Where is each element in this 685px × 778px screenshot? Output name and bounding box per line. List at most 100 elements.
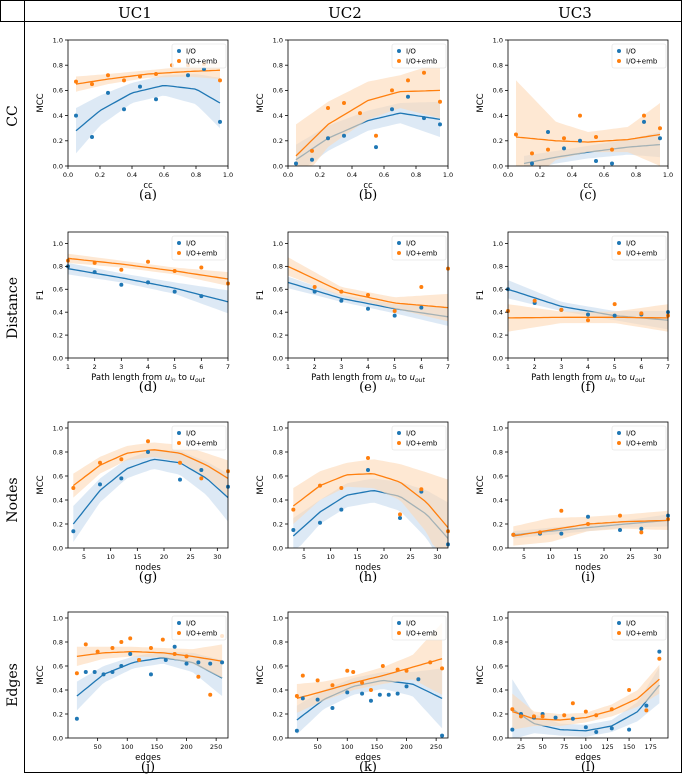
data-point-emb bbox=[160, 637, 165, 642]
data-point-io bbox=[644, 703, 649, 708]
data-point-io bbox=[398, 516, 402, 520]
data-point-emb bbox=[92, 260, 97, 265]
x-tick-label: 20 bbox=[600, 553, 608, 561]
data-point-emb bbox=[110, 646, 115, 650]
data-point-io bbox=[178, 477, 182, 482]
data-point-io bbox=[199, 468, 204, 472]
data-point-emb bbox=[74, 671, 79, 676]
confidence-band-io bbox=[296, 101, 440, 166]
data-point-io bbox=[377, 692, 382, 697]
y-tick-label: 0.4 bbox=[493, 686, 503, 694]
legend-label-io: I/O bbox=[406, 48, 416, 56]
data-point-io bbox=[148, 672, 153, 677]
legend-label-emb: I/O+emb bbox=[626, 630, 658, 638]
data-point-emb bbox=[351, 670, 356, 674]
confidence-band-emb bbox=[513, 510, 668, 546]
x-tick-label: 0.8 bbox=[191, 171, 201, 179]
data-point-emb bbox=[538, 530, 542, 535]
y-tick-label: 0.2 bbox=[273, 710, 283, 718]
legend-marker-emb bbox=[177, 441, 181, 445]
data-point-emb bbox=[119, 640, 124, 644]
data-point-io bbox=[594, 158, 598, 163]
y-tick-label: 0.8 bbox=[273, 62, 283, 70]
y-tick-label: 0.8 bbox=[53, 62, 63, 70]
data-point-io bbox=[374, 145, 378, 150]
y-tick-label: 1.0 bbox=[493, 424, 503, 432]
x-tick-label: 0.4 bbox=[567, 171, 577, 179]
data-point-io bbox=[220, 660, 225, 665]
data-point-emb bbox=[511, 532, 516, 537]
data-point-emb bbox=[90, 82, 94, 87]
data-point-io bbox=[339, 507, 344, 512]
y-tick-label: 0.8 bbox=[53, 263, 63, 271]
legend-label-emb: I/O+emb bbox=[626, 250, 658, 258]
x-tick-label: 5 bbox=[302, 553, 306, 561]
fit-line-io bbox=[75, 84, 221, 132]
y-tick-label: 0.2 bbox=[53, 520, 63, 528]
data-point-emb bbox=[119, 457, 124, 462]
data-point-emb bbox=[122, 78, 126, 83]
legend-marker-emb bbox=[177, 631, 181, 635]
data-point-io bbox=[138, 84, 142, 89]
data-point-emb bbox=[368, 688, 373, 692]
data-point-io bbox=[416, 677, 421, 682]
x-tick-label: 150 bbox=[623, 743, 635, 751]
data-point-emb bbox=[419, 284, 424, 289]
caption-b: (b) bbox=[358, 188, 378, 203]
confidence-band-io bbox=[73, 449, 228, 542]
data-point-io bbox=[128, 652, 133, 656]
y-axis-label: MCC bbox=[256, 93, 266, 112]
data-point-emb bbox=[199, 476, 204, 481]
data-point-emb bbox=[586, 318, 590, 323]
fit-line-io bbox=[72, 458, 228, 525]
data-point-emb bbox=[300, 673, 305, 678]
data-point-io bbox=[404, 684, 409, 689]
row-header-cc: CC bbox=[0, 22, 26, 210]
x-tick-label: 75 bbox=[560, 743, 568, 751]
data-point-emb bbox=[406, 78, 410, 83]
data-point-emb bbox=[518, 714, 523, 719]
plot-frame bbox=[287, 39, 449, 167]
x-tick-label: 10 bbox=[547, 553, 555, 561]
chart-g: 5 10 15 20 25 30 0.0 0.2 0.4 0.6 0.8 1.0 nodes MCC I/O… bbox=[36, 421, 230, 573]
legend-label-io: I/O bbox=[626, 430, 636, 438]
y-tick-label: 0.8 bbox=[273, 448, 283, 456]
x-tick-label: 3 bbox=[339, 363, 343, 371]
data-point-emb bbox=[154, 72, 158, 77]
legend-marker-emb bbox=[617, 631, 621, 635]
data-point-io bbox=[122, 107, 126, 112]
data-point-emb bbox=[98, 460, 102, 465]
legend-marker-io bbox=[397, 431, 401, 435]
legend-box bbox=[391, 235, 447, 261]
data-point-emb bbox=[612, 302, 617, 307]
legend-box bbox=[391, 425, 447, 451]
y-tick-label: 0.4 bbox=[273, 686, 283, 694]
legend-marker-emb bbox=[177, 251, 181, 255]
data-point-io bbox=[184, 661, 189, 666]
column-header-uc1: UC1 bbox=[118, 4, 152, 22]
legend-marker-io bbox=[617, 431, 621, 435]
x-tick-label: 25 bbox=[627, 553, 635, 561]
plot-frame bbox=[507, 39, 669, 167]
x-axis-label: cc bbox=[143, 181, 153, 191]
data-point-io bbox=[83, 670, 88, 674]
data-point-io bbox=[172, 644, 177, 649]
data-point-io bbox=[583, 725, 588, 730]
x-tick-label: 30 bbox=[653, 553, 661, 561]
x-tick-label: 1.0 bbox=[443, 171, 453, 179]
x-tick-label: 100 bbox=[121, 743, 133, 751]
x-tick-label: 30 bbox=[213, 553, 221, 561]
y-tick-label: 0.2 bbox=[273, 331, 283, 339]
y-tick-label: 0.0 bbox=[273, 734, 283, 742]
x-tick-label: 6 bbox=[639, 363, 643, 371]
x-tick-label: 6 bbox=[199, 363, 203, 371]
x-tick-label: 15 bbox=[133, 553, 141, 561]
fit-line-emb bbox=[515, 133, 661, 143]
data-point-emb bbox=[546, 147, 550, 152]
legend: I/O I/O+emb bbox=[611, 615, 667, 641]
data-point-emb bbox=[310, 148, 314, 153]
x-tick-label: 0.2 bbox=[315, 171, 325, 179]
data-point-emb bbox=[404, 668, 409, 673]
data-point-emb bbox=[366, 456, 370, 460]
